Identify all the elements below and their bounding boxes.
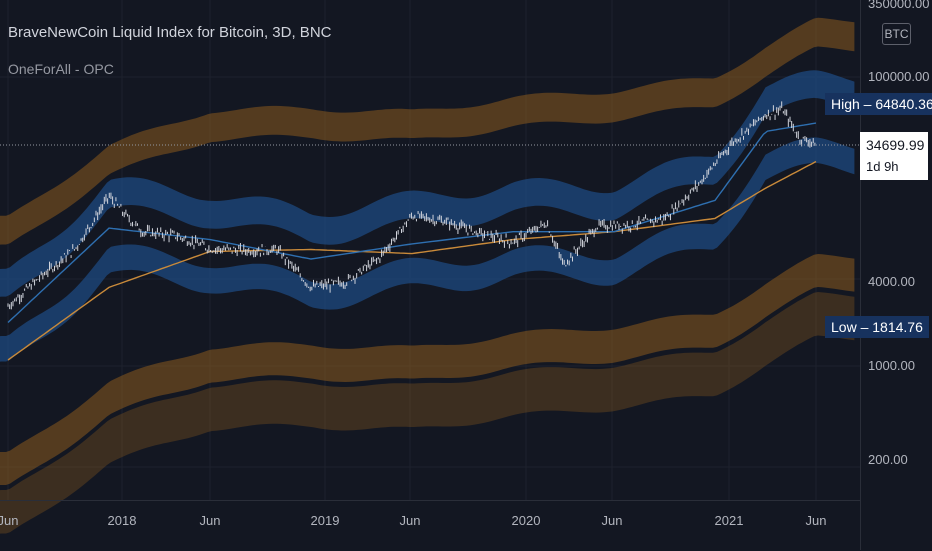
currency-button[interactable]: BTC (882, 23, 911, 45)
lower-orange-band-outer (0, 292, 855, 534)
x-tick-label: Jun (601, 513, 623, 528)
y-axis[interactable] (860, 0, 932, 550)
x-tick-label: 2018 (107, 513, 137, 528)
high-price-tag: High – 64840.36 (825, 93, 932, 115)
x-tick-label: 2021 (714, 513, 744, 528)
bar-countdown: 1d 9h (866, 159, 899, 174)
x-tick-label: Jun (199, 513, 221, 528)
moving-averages (7, 122, 817, 361)
price-bars (7, 101, 816, 310)
x-axis[interactable] (0, 500, 860, 551)
y-tick-label: 1000.00 (868, 358, 915, 373)
x-tick-label: Jun (805, 513, 827, 528)
blue-ma-line (7, 122, 817, 324)
x-tick-label: Jun (399, 513, 421, 528)
upper-orange-band (0, 17, 855, 245)
x-tick-label: 2019 (310, 513, 340, 528)
y-tick-label: 4000.00 (868, 274, 915, 289)
last-price-tag: 34699.99 1d 9h (860, 132, 928, 180)
indicator-label[interactable]: OneForAll - OPC (8, 61, 114, 77)
x-tick-label: Jun (0, 513, 19, 528)
chart-title: BraveNewCoin Liquid Index for Bitcoin, 3… (8, 24, 332, 41)
last-price-value: 34699.99 (866, 137, 925, 153)
y-tick-label: 200.00 (868, 452, 908, 467)
upper-blue-band (0, 70, 855, 297)
orange-ma-line (7, 160, 817, 361)
lower-blue-band (0, 137, 855, 362)
x-tick-label: 2020 (511, 513, 541, 528)
lower-orange-band (0, 254, 855, 486)
y-tick-label: 100000.00 (868, 69, 930, 84)
low-price-tag: Low – 1814.76 (825, 316, 929, 338)
y-tick-label: 350000.00 (868, 0, 930, 11)
envelope-bands (0, 17, 855, 534)
